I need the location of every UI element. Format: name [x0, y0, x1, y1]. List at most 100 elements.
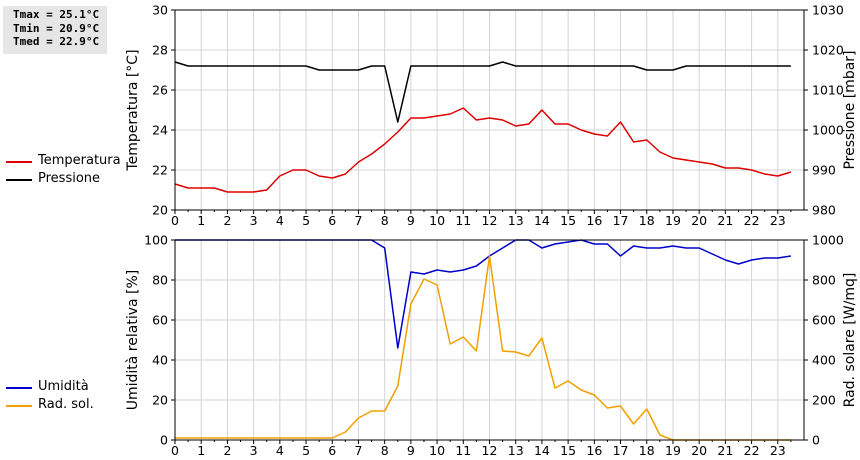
humid-series-line-1 — [175, 255, 791, 441]
humid-y2tick-label: 800 — [812, 273, 836, 288]
humid-xtick-label: 13 — [508, 443, 524, 458]
temp-y2tick-label: 1030 — [812, 3, 844, 18]
temp-y2tick-label: 1020 — [812, 43, 844, 58]
temp-y2tick-label: 980 — [812, 203, 836, 218]
temp-xtick-label: 6 — [328, 213, 336, 228]
humid-ytick-label: 0 — [160, 433, 168, 448]
humid-series-line-0 — [175, 239, 792, 349]
temp-y2tick-label: 1000 — [812, 123, 844, 138]
temp-ytick-label: 26 — [152, 83, 168, 98]
temp-xtick-label: 19 — [665, 213, 681, 228]
humid-xtick-label: 17 — [613, 443, 629, 458]
temp-xtick-label: 16 — [586, 213, 602, 228]
temp-xtick-label: 22 — [744, 213, 760, 228]
umidita-swatch — [6, 387, 32, 389]
humid-xtick-label: 10 — [429, 443, 445, 458]
humid-xtick-label: 23 — [770, 443, 786, 458]
humid-y2tick-label: 600 — [812, 313, 836, 328]
humid-y2tick-label: 200 — [812, 393, 836, 408]
humid-ytick-label: 80 — [152, 273, 168, 288]
humid-y2label: Rad. solare [W/mq] — [842, 273, 858, 408]
humid-panel: 0 1 2 3 4 5 6 7 8 9 10 11 12 13 14 15 16 17 18 19 20 21 22 2302… — [125, 233, 858, 459]
temp-series-line-1 — [174, 61, 791, 123]
temp-xtick-label: 4 — [276, 213, 284, 228]
humid-xtick-label: 0 — [171, 443, 179, 458]
temp-xtick-label: 1 — [197, 213, 205, 228]
humid-y2tick-label: 0 — [812, 433, 820, 448]
temp-ytick-label: 22 — [152, 163, 168, 178]
humid-xtick-label: 20 — [691, 443, 707, 458]
legend-item-pressione: Pressione — [6, 170, 121, 188]
temp-ytick-label: 20 — [152, 203, 168, 218]
humid-xtick-label: 5 — [302, 443, 310, 458]
temp-xtick-label: 21 — [717, 213, 733, 228]
humid-y2tick-label: 1000 — [812, 233, 844, 248]
temp-ytick-label: 30 — [152, 3, 168, 18]
humid-ytick-label: 40 — [152, 353, 168, 368]
humid-xtick-label: 6 — [328, 443, 336, 458]
temp-xtick-label: 20 — [691, 213, 707, 228]
temp-xtick-label: 13 — [508, 213, 524, 228]
temp-xtick-label: 7 — [354, 213, 362, 228]
temp-y2label: Pressione [mbar] — [842, 50, 858, 169]
temp-xtick-label: 2 — [223, 213, 231, 228]
legend-bottom: Umidità Rad. sol. — [6, 378, 94, 414]
temp-panel: 0 1 2 3 4 5 6 7 8 9 10 11 12 13 14 15 16 17 18 19 20 21 22 2320… — [125, 3, 858, 229]
humid-ytick-label: 20 — [152, 393, 168, 408]
stats-box: Tmax = 25.1°C Tmin = 20.9°C Tmed = 22.9°C — [3, 6, 107, 54]
temp-xtick-label: 12 — [482, 213, 498, 228]
humid-xtick-label: 22 — [744, 443, 760, 458]
humid-xtick-label: 8 — [381, 443, 389, 458]
temperatura-swatch — [6, 161, 32, 163]
humid-xtick-label: 15 — [560, 443, 576, 458]
humid-xtick-label: 18 — [639, 443, 655, 458]
temp-xtick-label: 10 — [429, 213, 445, 228]
temp-xtick-label: 9 — [407, 213, 415, 228]
temp-ytick-label: 24 — [152, 123, 168, 138]
legend-label-radsol: Rad. sol. — [38, 397, 94, 412]
temp-y2tick-label: 990 — [812, 163, 836, 178]
humid-xtick-label: 2 — [223, 443, 231, 458]
humid-xtick-label: 19 — [665, 443, 681, 458]
tmax-text: Tmax = 25.1°C — [13, 8, 100, 21]
temp-xtick-label: 15 — [560, 213, 576, 228]
humid-y2tick-label: 400 — [812, 353, 836, 368]
pressione-swatch — [6, 179, 32, 181]
legend-top: Temperatura Pressione — [6, 152, 121, 188]
temp-xtick-label: 0 — [171, 213, 179, 228]
humid-xtick-label: 14 — [534, 443, 550, 458]
temp-xtick-label: 11 — [455, 213, 471, 228]
humid-plot-frame — [174, 239, 805, 441]
legend-label-temperatura: Temperatura — [38, 153, 121, 168]
humid-xtick-label: 16 — [586, 443, 602, 458]
legend-item-temperatura: Temperatura — [6, 152, 121, 170]
legend-item-umidita: Umidità — [6, 378, 94, 396]
legend-label-pressione: Pressione — [38, 171, 101, 186]
temp-xtick-label: 3 — [250, 213, 258, 228]
temp-xtick-label: 14 — [534, 213, 550, 228]
legend-label-umidita: Umidità — [38, 379, 89, 394]
humid-xtick-label: 21 — [717, 443, 733, 458]
humid-xtick-label: 1 — [197, 443, 205, 458]
radsol-swatch — [6, 405, 32, 407]
temp-plot-frame — [174, 9, 805, 211]
temp-ylabel: Temperatura [°C] — [125, 49, 141, 171]
temp-y2tick-label: 1010 — [812, 83, 844, 98]
humid-ytick-label: 60 — [152, 313, 168, 328]
temp-series-line-0 — [174, 107, 792, 193]
tmin-text: Tmin = 20.9°C — [13, 21, 100, 35]
humid-xtick-label: 7 — [354, 443, 362, 458]
temp-xtick-label: 17 — [613, 213, 629, 228]
humid-xtick-label: 3 — [250, 443, 258, 458]
temp-xtick-label: 18 — [639, 213, 655, 228]
humid-xtick-label: 11 — [455, 443, 471, 458]
temp-ytick-label: 28 — [152, 43, 168, 58]
temp-xtick-label: 8 — [381, 213, 389, 228]
legend-item-radsol: Rad. sol. — [6, 396, 94, 414]
tmed-text: Tmed = 22.9°C — [13, 35, 100, 48]
temp-xtick-label: 5 — [302, 213, 310, 228]
humid-xtick-label: 12 — [482, 443, 498, 458]
humid-xtick-label: 4 — [276, 443, 284, 458]
humid-xtick-label: 9 — [407, 443, 415, 458]
